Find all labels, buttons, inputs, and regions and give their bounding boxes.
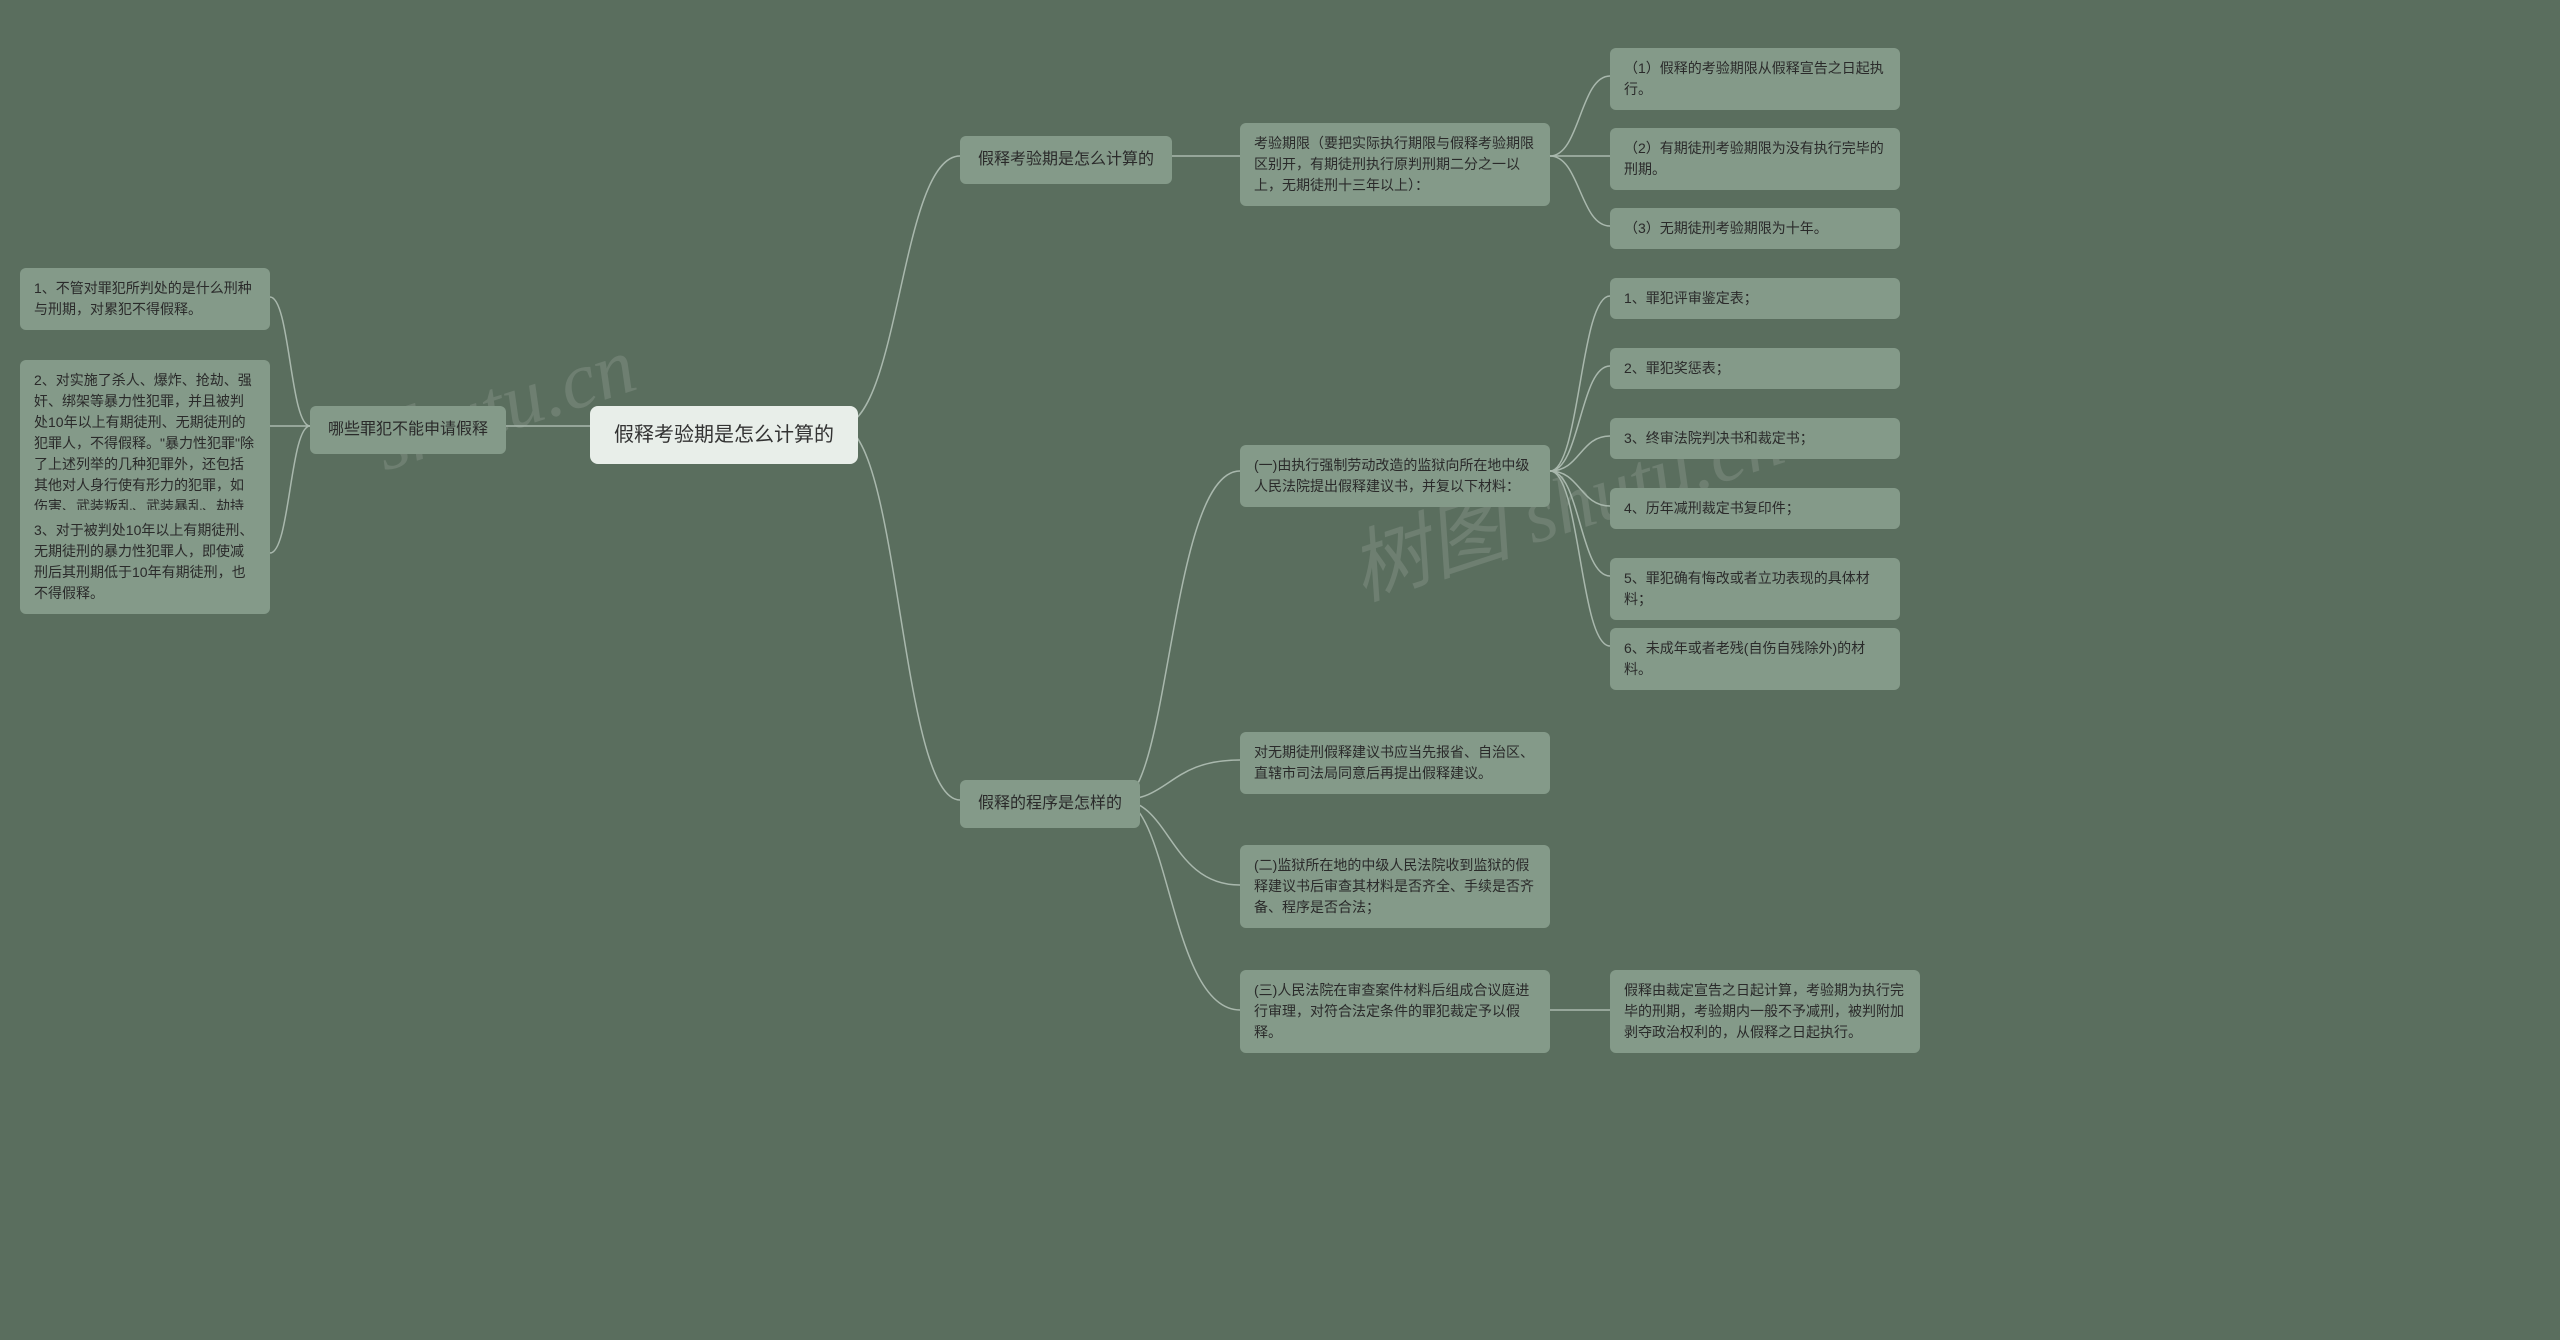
right2-item1-sub3: 3、终审法院判决书和裁定书； (1610, 418, 1900, 459)
right2-item1-sub4: 4、历年减刑裁定书复印件； (1610, 488, 1900, 529)
left-item-3: 3、对于被判处10年以上有期徒刑、无期徒刑的暴力性犯罪人，即使减刑后其刑期低于1… (20, 510, 270, 614)
right1-item-3: （3）无期徒刑考验期限为十年。 (1610, 208, 1900, 249)
right1-sub: 考验期限（要把实际执行期限与假释考验期限区别开，有期徒刑执行原判刑期二分之一以上… (1240, 123, 1550, 206)
right2-item1-sub1: 1、罪犯评审鉴定表； (1610, 278, 1900, 319)
right1-item-1: （1）假释的考验期限从假释宣告之日起执行。 (1610, 48, 1900, 110)
right1-item-2: （2）有期徒刑考验期限为没有执行完毕的刑期。 (1610, 128, 1900, 190)
right2-item1: (一)由执行强制劳动改造的监狱向所在地中级人民法院提出假释建议书，并复以下材料： (1240, 445, 1550, 507)
right1-title: 假释考验期是怎么计算的 (960, 136, 1172, 184)
right2-item4: (三)人民法院在审查案件材料后组成合议庭进行审理，对符合法定条件的罪犯裁定予以假… (1240, 970, 1550, 1053)
left-branch-title: 哪些罪犯不能申请假释 (310, 406, 506, 454)
right2-item1-sub5: 5、罪犯确有悔改或者立功表现的具体材料； (1610, 558, 1900, 620)
right2-item1-sub2: 2、罪犯奖惩表； (1610, 348, 1900, 389)
right2-item4-sub: 假释由裁定宣告之日起计算，考验期为执行完毕的刑期，考验期内一般不予减刑，被判附加… (1610, 970, 1920, 1053)
right2-title: 假释的程序是怎样的 (960, 780, 1140, 828)
right2-item3: (二)监狱所在地的中级人民法院收到监狱的假释建议书后审查其材料是否齐全、手续是否… (1240, 845, 1550, 928)
left-item-1: 1、不管对罪犯所判处的是什么刑种与刑期，对累犯不得假释。 (20, 268, 270, 330)
right2-item1-sub6: 6、未成年或者老残(自伤自残除外)的材料。 (1610, 628, 1900, 690)
root-node: 假释考验期是怎么计算的 (590, 406, 858, 464)
right2-item2: 对无期徒刑假释建议书应当先报省、自治区、直辖市司法局同意后再提出假释建议。 (1240, 732, 1550, 794)
